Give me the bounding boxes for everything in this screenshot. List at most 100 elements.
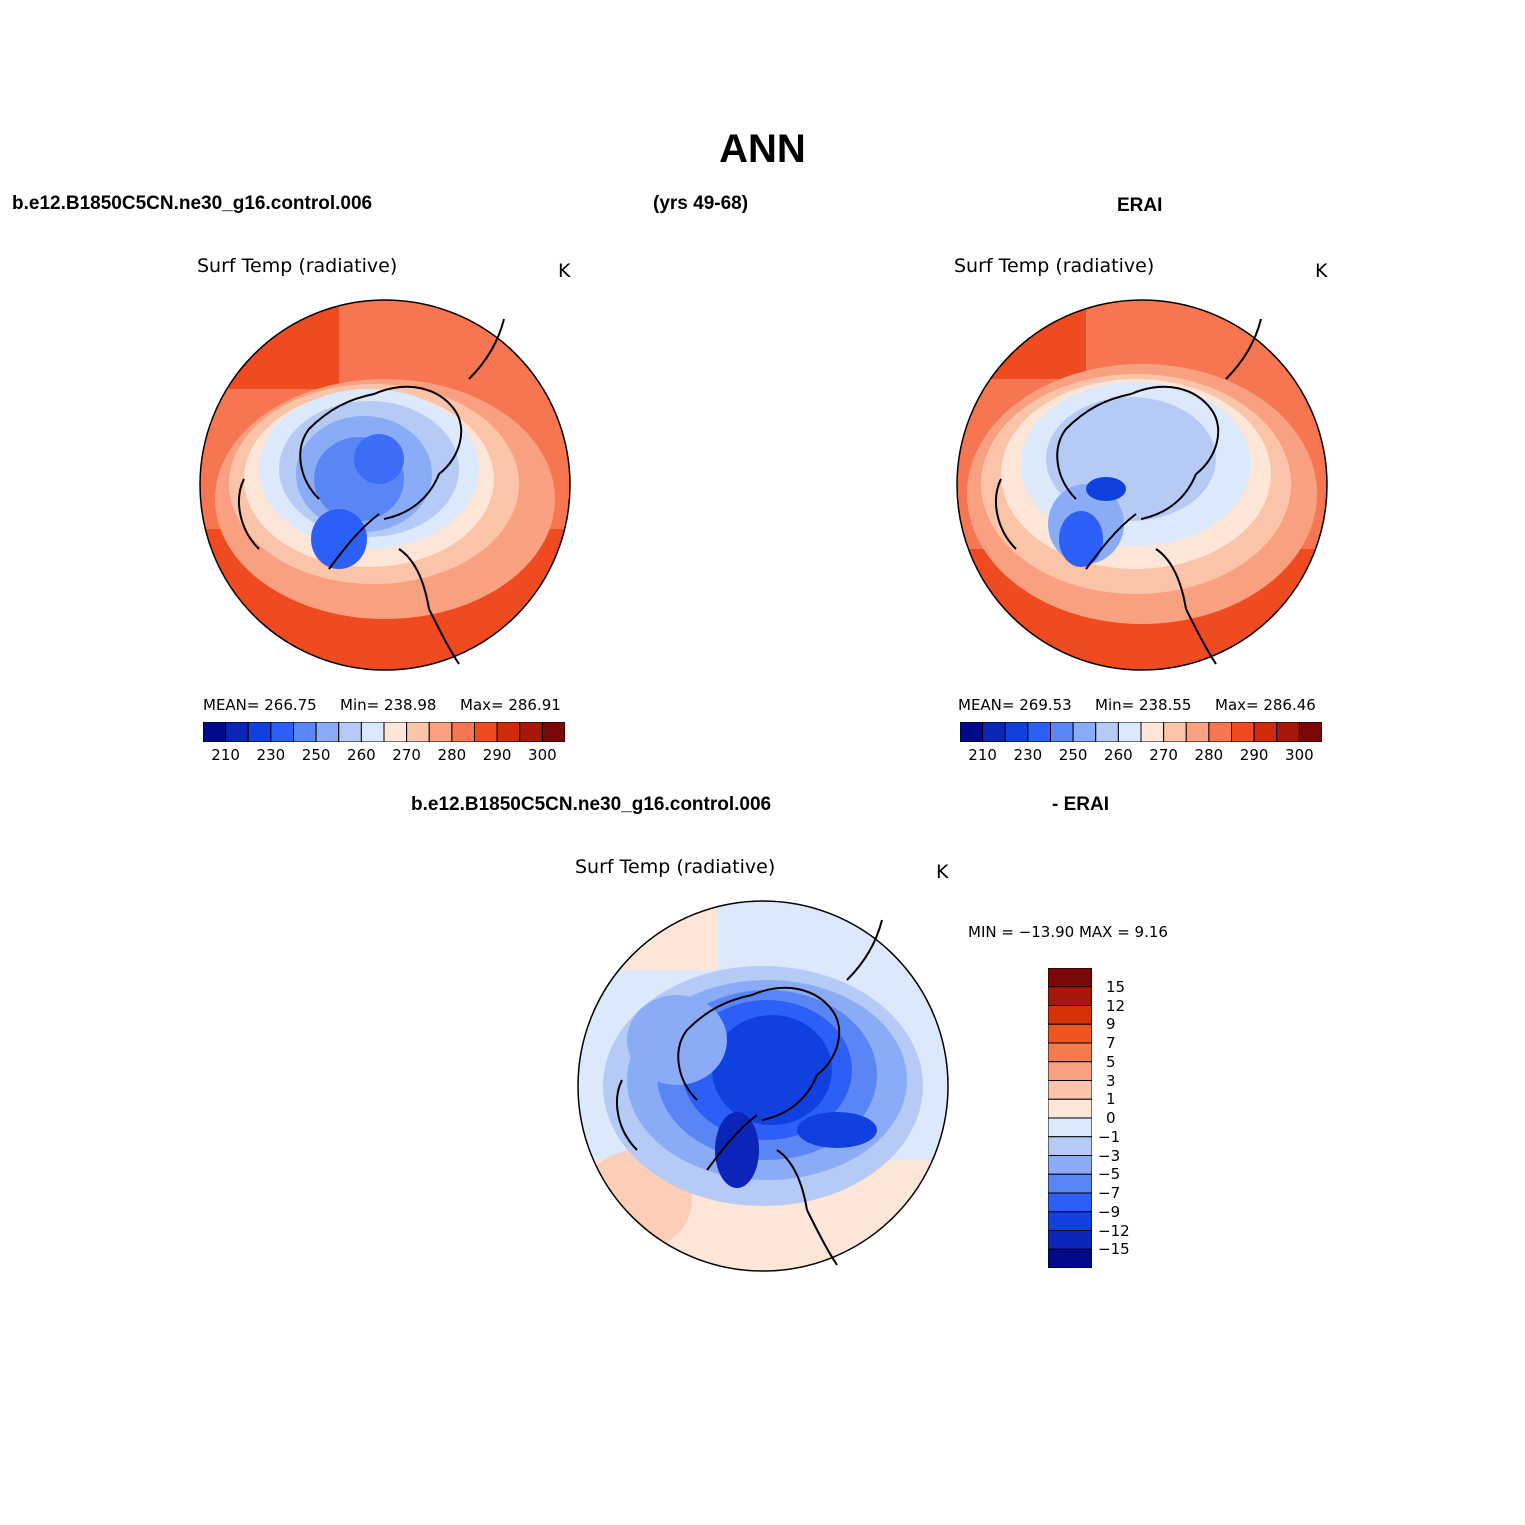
colorbar-swatch	[338, 722, 362, 742]
colorbar-swatch	[1048, 1192, 1092, 1213]
colorbar-swatch	[451, 722, 475, 742]
colorbar-swatch	[1048, 968, 1092, 988]
colorbar-swatch	[1117, 722, 1142, 742]
colorbar-swatch	[1163, 722, 1187, 742]
colorbar-swatch	[203, 722, 227, 742]
colorbar-swatch	[428, 722, 453, 742]
model-mean-stat: MEAN= 266.75	[203, 696, 317, 714]
colorbar-swatch	[1276, 722, 1300, 742]
colorbar-tick-label: −5	[1098, 1165, 1121, 1184]
colorbar-tick-label: −3	[1098, 1146, 1121, 1165]
colorbar-tick-label: 230	[1013, 746, 1043, 764]
colorbar-tick-label: 300	[1285, 746, 1314, 764]
diff-obs-label: - ERAI	[1052, 794, 1109, 815]
colorbar-tick-label: 250	[1058, 746, 1088, 764]
colorbar-swatch	[293, 722, 317, 742]
colorbar-swatch	[383, 722, 408, 742]
colorbar-tick-label: 260	[347, 746, 376, 764]
colorbar-swatch	[247, 722, 272, 742]
colorbar-swatch	[1140, 722, 1165, 742]
colorbar-swatch	[1048, 1230, 1092, 1250]
colorbar-tick-label: 15	[1106, 977, 1126, 996]
case-name-label: b.e12.B1850C5CN.ne30_g16.control.006	[12, 193, 373, 214]
colorbar-tick-label: −12	[1098, 1221, 1130, 1240]
colorbar-swatch	[1185, 722, 1210, 742]
colorbar-tick-label: 290	[1239, 746, 1269, 764]
obs-max-stat: Max= 286.46	[1215, 696, 1316, 714]
obs-min-stat: Min= 238.55	[1095, 696, 1192, 714]
colorbar-swatch	[1048, 1042, 1092, 1063]
colorbar-swatch	[1048, 1023, 1092, 1044]
model-colorbar-ticks: 210 230 250 260 270 280 290 300	[203, 746, 565, 766]
colorbar-tick-label: 280	[1194, 746, 1224, 764]
colorbar-swatch	[1048, 1098, 1092, 1119]
colorbar-swatch	[1048, 1005, 1092, 1025]
colorbar-swatch	[1048, 1080, 1092, 1100]
colorbar-swatch	[406, 722, 430, 742]
colorbar-tick-label: 270	[392, 746, 421, 764]
obs-polar-map	[956, 299, 1328, 671]
model-max-stat: Max= 286.91	[460, 696, 561, 714]
colorbar-swatch	[960, 722, 984, 742]
colorbar-tick-label: 270	[1149, 746, 1178, 764]
diff-colorbar	[1048, 968, 1092, 1268]
obs-mean-stat: MEAN= 269.53	[958, 696, 1072, 714]
diff-units: K	[936, 861, 949, 883]
colorbar-swatch	[496, 722, 521, 742]
colorbar-tick-label: 5	[1106, 1052, 1116, 1071]
colorbar-swatch	[1048, 1248, 1092, 1268]
model-colorbar	[203, 722, 565, 742]
colorbar-swatch	[541, 722, 565, 742]
colorbar-swatch	[1072, 722, 1097, 742]
model-variable-title: Surf Temp (radiative)	[197, 255, 398, 277]
colorbar-swatch	[1231, 722, 1255, 742]
colorbar-swatch	[1048, 1173, 1092, 1194]
colorbar-swatch	[982, 722, 1006, 742]
obs-colorbar-ticks: 210 230 250 260 270 280 290 300	[960, 746, 1322, 766]
colorbar-swatch	[1208, 722, 1232, 742]
obs-colorbar	[960, 722, 1322, 742]
colorbar-tick-label: 3	[1106, 1071, 1116, 1090]
obs-units: K	[1315, 260, 1328, 282]
colorbar-tick-label: 280	[437, 746, 467, 764]
colorbar-swatch	[519, 722, 543, 742]
colorbar-swatch	[270, 722, 294, 742]
colorbar-tick-label: 250	[301, 746, 331, 764]
model-min-stat: Min= 238.98	[340, 696, 437, 714]
colorbar-swatch	[225, 722, 249, 742]
obs-variable-title: Surf Temp (radiative)	[954, 255, 1155, 277]
page-title: ANN	[719, 127, 806, 171]
colorbar-swatch	[474, 722, 498, 742]
colorbar-swatch	[360, 722, 385, 742]
colorbar-swatch	[1253, 722, 1278, 742]
colorbar-swatch	[1050, 722, 1074, 742]
colorbar-tick-label: 7	[1106, 1034, 1116, 1052]
colorbar-swatch	[1048, 1155, 1092, 1175]
colorbar-tick-label: 230	[256, 746, 286, 764]
colorbar-swatch	[1027, 722, 1051, 742]
obs-name-label: ERAI	[1117, 195, 1163, 216]
colorbar-tick-label: 300	[528, 746, 557, 764]
colorbar-tick-label: −15	[1098, 1240, 1130, 1259]
colorbar-tick-label: 0	[1106, 1109, 1116, 1127]
model-polar-map	[199, 299, 571, 671]
colorbar-tick-label: 210	[211, 746, 240, 764]
colorbar-tick-label: −9	[1098, 1202, 1121, 1221]
colorbar-swatch	[1048, 1117, 1092, 1138]
colorbar-swatch	[1048, 1211, 1092, 1231]
diff-colorbar-ticks: 15 12 9 7 5 3 1 0 −1 −3 −5 −7 −9 −12 −15	[1098, 968, 1158, 1268]
colorbar-swatch	[1298, 722, 1322, 742]
colorbar-swatch	[1095, 722, 1119, 742]
diff-case-label: b.e12.B1850C5CN.ne30_g16.control.006	[411, 794, 772, 815]
colorbar-tick-label: 9	[1106, 1015, 1116, 1034]
colorbar-swatch	[315, 722, 340, 742]
colorbar-swatch	[1004, 722, 1029, 742]
years-label: (yrs 49-68)	[653, 193, 749, 214]
colorbar-tick-label: 260	[1104, 746, 1133, 764]
diff-polar-map	[577, 900, 949, 1272]
colorbar-tick-label: 290	[482, 746, 512, 764]
colorbar-swatch	[1048, 1061, 1092, 1081]
colorbar-tick-label: 1	[1106, 1090, 1116, 1109]
diff-minmax-stat: MIN = −13.90 MAX = 9.16	[968, 923, 1168, 941]
colorbar-tick-label: 12	[1106, 996, 1126, 1015]
